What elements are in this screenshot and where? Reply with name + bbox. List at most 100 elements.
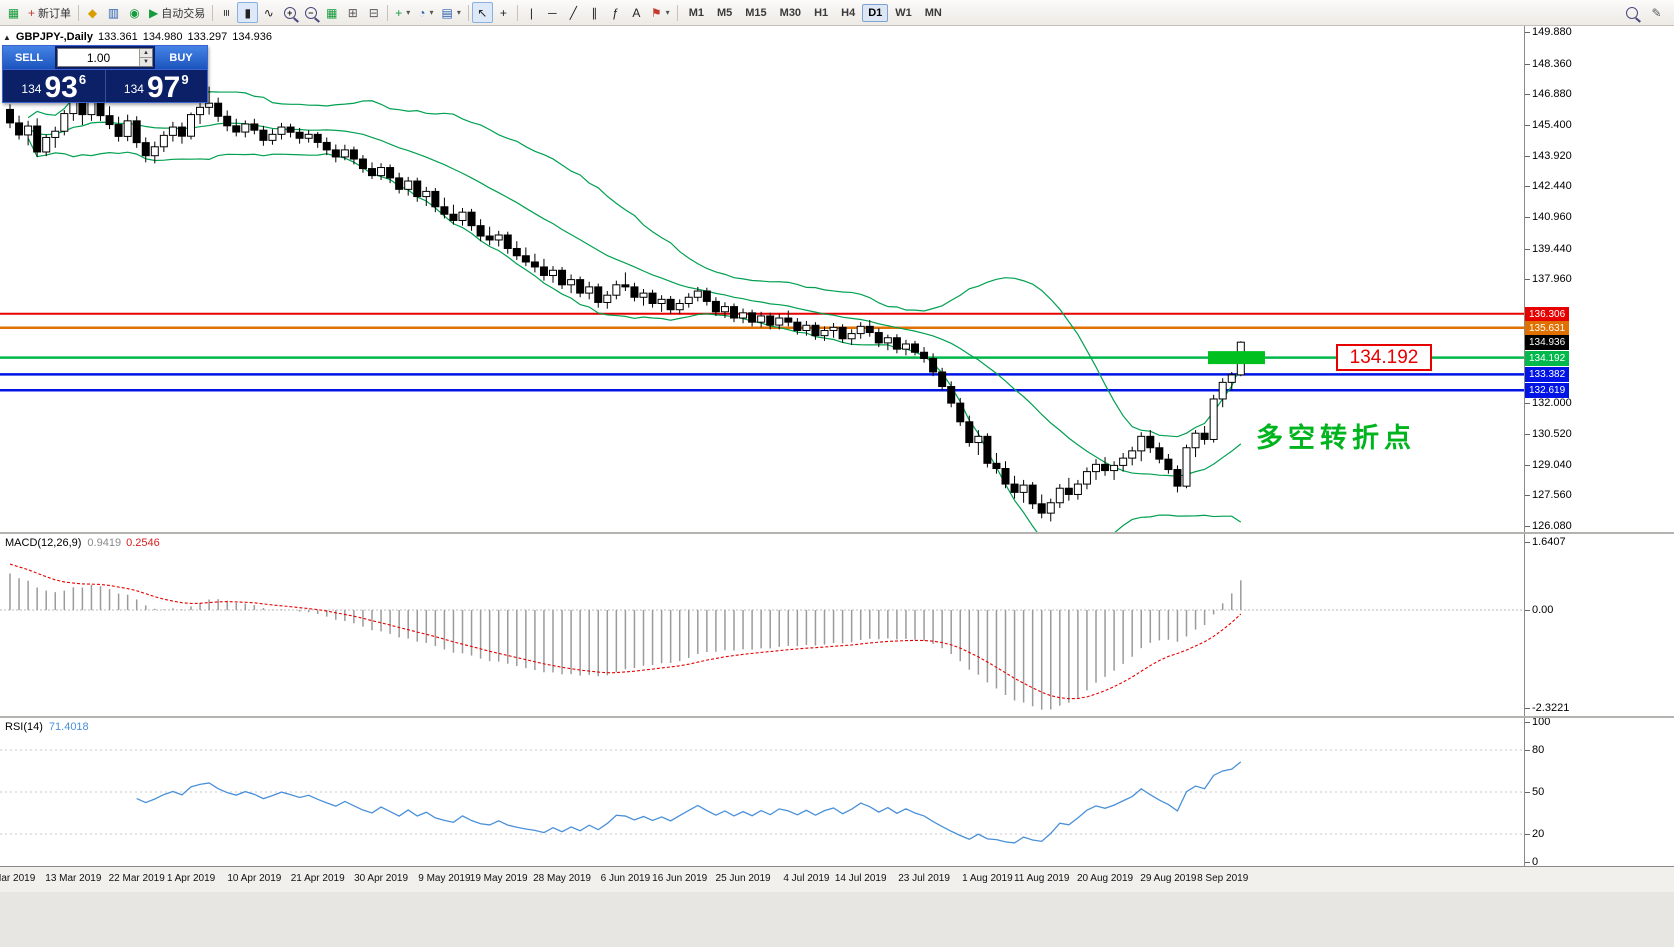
macd-panel[interactable]: MACD(12,26,9) 0.9419 0.2546 <box>0 534 1524 716</box>
price-level-tag: 136.306 <box>1525 306 1570 322</box>
date-axis-label: 28 May 2019 <box>533 873 591 884</box>
macd-canvas[interactable] <box>0 534 1524 716</box>
channel-icon: ∥ <box>591 5 598 20</box>
edit-icon: ✎ <box>1651 5 1662 20</box>
date-axis-label: 8 Sep 2019 <box>1197 873 1249 884</box>
tile-windows-icon: ⊞ <box>347 5 358 20</box>
bar-chart-button[interactable]: ≡ <box>216 2 237 23</box>
timeframe-button-d1[interactable]: D1 <box>862 3 889 22</box>
zoom-out-button[interactable]: − <box>300 2 321 23</box>
zoom-in-button[interactable]: + <box>279 2 300 23</box>
search-button[interactable] <box>1621 2 1642 23</box>
tile-windows-button[interactable]: ⊞ <box>342 2 363 23</box>
date-axis-label: 4 Mar 2019 <box>0 873 36 884</box>
scale-label: 50 <box>1524 786 1545 798</box>
rsi-canvas[interactable] <box>0 718 1524 866</box>
scale-label: 20 <box>1524 828 1545 840</box>
fibonacci-button[interactable]: ƒ <box>605 2 626 23</box>
toolbar-right-group: ✎ <box>1621 2 1671 23</box>
market-watch-button[interactable]: ▥ <box>103 2 124 23</box>
volume-down-button[interactable]: ▼ <box>140 57 152 66</box>
sell-price-sup: 6 <box>78 72 87 87</box>
one-click-trading-widget: SELL 1.00 ▲ ▼ BUY 134 93 6 134 97 9 <box>2 45 208 103</box>
vertical-line-button[interactable]: | <box>521 2 542 23</box>
crosshair-button[interactable]: + <box>493 2 514 23</box>
edit-button[interactable]: ✎ <box>1646 2 1667 23</box>
timeframe-button-m15[interactable]: M15 <box>745 6 767 19</box>
quote-low: 133.297 <box>187 31 228 43</box>
indicators-button[interactable]: + ▾ <box>391 2 414 23</box>
chart-note-text[interactable]: 多空转折点 <box>1256 423 1416 453</box>
date-axis-label: 14 Jul 2019 <box>834 873 887 884</box>
scale-label: 142.440 <box>1525 180 1572 193</box>
toolbar-separator <box>516 4 518 21</box>
fibonacci-icon: ƒ <box>612 5 619 20</box>
grid-button[interactable]: ▦ <box>321 2 342 23</box>
buy-price-int: 134 <box>123 82 144 96</box>
templates-button[interactable]: ▤ ▾ <box>438 2 465 23</box>
favorites-button[interactable]: ◆ <box>82 2 103 23</box>
volume-value[interactable]: 1.00 <box>86 50 111 65</box>
rsi-name: RSI(14) <box>5 721 43 733</box>
candle-chart-button[interactable]: ▮ <box>237 2 259 23</box>
date-axis-label: 19 May 2019 <box>469 873 528 884</box>
price-level-tag: 133.382 <box>1525 367 1570 383</box>
app-menu-button[interactable]: ▦ <box>3 2 24 23</box>
volume-field[interactable]: 1.00 ▲ ▼ <box>57 48 153 67</box>
date-axis-label: 16 Jun 2019 <box>652 873 708 884</box>
arrows-button[interactable]: ⚑ ▾ <box>647 2 674 23</box>
dropdown-arrow-icon: ▾ <box>429 8 434 17</box>
panel-splitter[interactable] <box>0 716 1674 718</box>
new-order-icon: + <box>28 5 36 20</box>
toolbar-separator <box>467 4 469 21</box>
timeframe-button-h1[interactable]: H1 <box>814 6 829 19</box>
price-chart-canvas[interactable] <box>0 26 1524 532</box>
sell-button[interactable]: SELL <box>3 46 55 69</box>
timeframe-button-m5[interactable]: M5 <box>716 6 733 19</box>
autotrade-button[interactable]: ▶ 自动交易 <box>145 2 209 23</box>
navigator-button[interactable]: ◉ <box>124 2 145 23</box>
timeframe-button-w1[interactable]: W1 <box>895 6 912 19</box>
price-level-callout[interactable]: 134.192 <box>1336 344 1432 371</box>
new-order-button[interactable]: + 新订单 <box>24 2 75 23</box>
favorites-icon: ◆ <box>87 5 98 20</box>
main-chart-panel[interactable]: ▲ GBPJPY-,Daily 133.361 134.980 133.297 … <box>0 26 1524 532</box>
date-axis-label: 20 Aug 2019 <box>1076 873 1134 884</box>
scale-label: 140.960 <box>1525 211 1572 224</box>
price-level-tag: 135.631 <box>1525 320 1570 336</box>
panel-splitter[interactable] <box>0 532 1674 534</box>
periods-button[interactable]: ◔ ▾ <box>414 2 437 23</box>
buy-price-display[interactable]: 134 97 9 <box>106 70 208 102</box>
timeframe-button-mn[interactable]: MN <box>924 6 942 19</box>
bar-chart-icon: ≡ <box>219 8 234 17</box>
text-button[interactable]: A <box>626 2 647 23</box>
collapse-panel-icon[interactable]: ▲ <box>3 32 11 42</box>
price-scale[interactable]: 149.880 148.360 146.880 145.400 143.920 142.4… <box>1524 26 1674 868</box>
buy-button[interactable]: BUY <box>155 46 207 69</box>
scale-label: 100 <box>1524 716 1551 728</box>
macd-signal-value: 0.2546 <box>126 537 160 549</box>
cursor-button[interactable]: ↖ <box>471 2 493 23</box>
scale-label: -2.3221 <box>1524 702 1570 714</box>
timeframe-button-h4[interactable]: H4 <box>841 6 856 19</box>
horizontal-line-button[interactable]: ─ <box>542 2 563 23</box>
timeframe-button-m30[interactable]: M30 <box>779 6 802 19</box>
sell-price-display[interactable]: 134 93 6 <box>3 70 106 102</box>
line-chart-button[interactable]: ∿ <box>258 2 279 23</box>
scale-label: 130.520 <box>1525 427 1572 440</box>
trendline-button[interactable]: ╱ <box>563 2 584 23</box>
rsi-value: 71.4018 <box>48 721 89 733</box>
quote-header: ▲ GBPJPY-,Daily 133.361 134.980 133.297 … <box>3 31 272 43</box>
channel-button[interactable]: ∥ <box>584 2 605 23</box>
date-axis-label: 1 Aug 2019 <box>962 873 1013 884</box>
timeframe-button-m1[interactable]: M1 <box>688 6 704 19</box>
volume-up-button[interactable]: ▲ <box>140 49 152 57</box>
macd-name: MACD(12,26,9) <box>5 537 82 549</box>
rsi-panel[interactable]: RSI(14) 71.4018 <box>0 718 1524 866</box>
quote-high: 134.980 <box>142 31 183 43</box>
cascade-windows-button[interactable]: ⊟ <box>363 2 384 23</box>
grid-icon: ▦ <box>326 5 338 20</box>
quote-open: 133.361 <box>97 31 138 43</box>
